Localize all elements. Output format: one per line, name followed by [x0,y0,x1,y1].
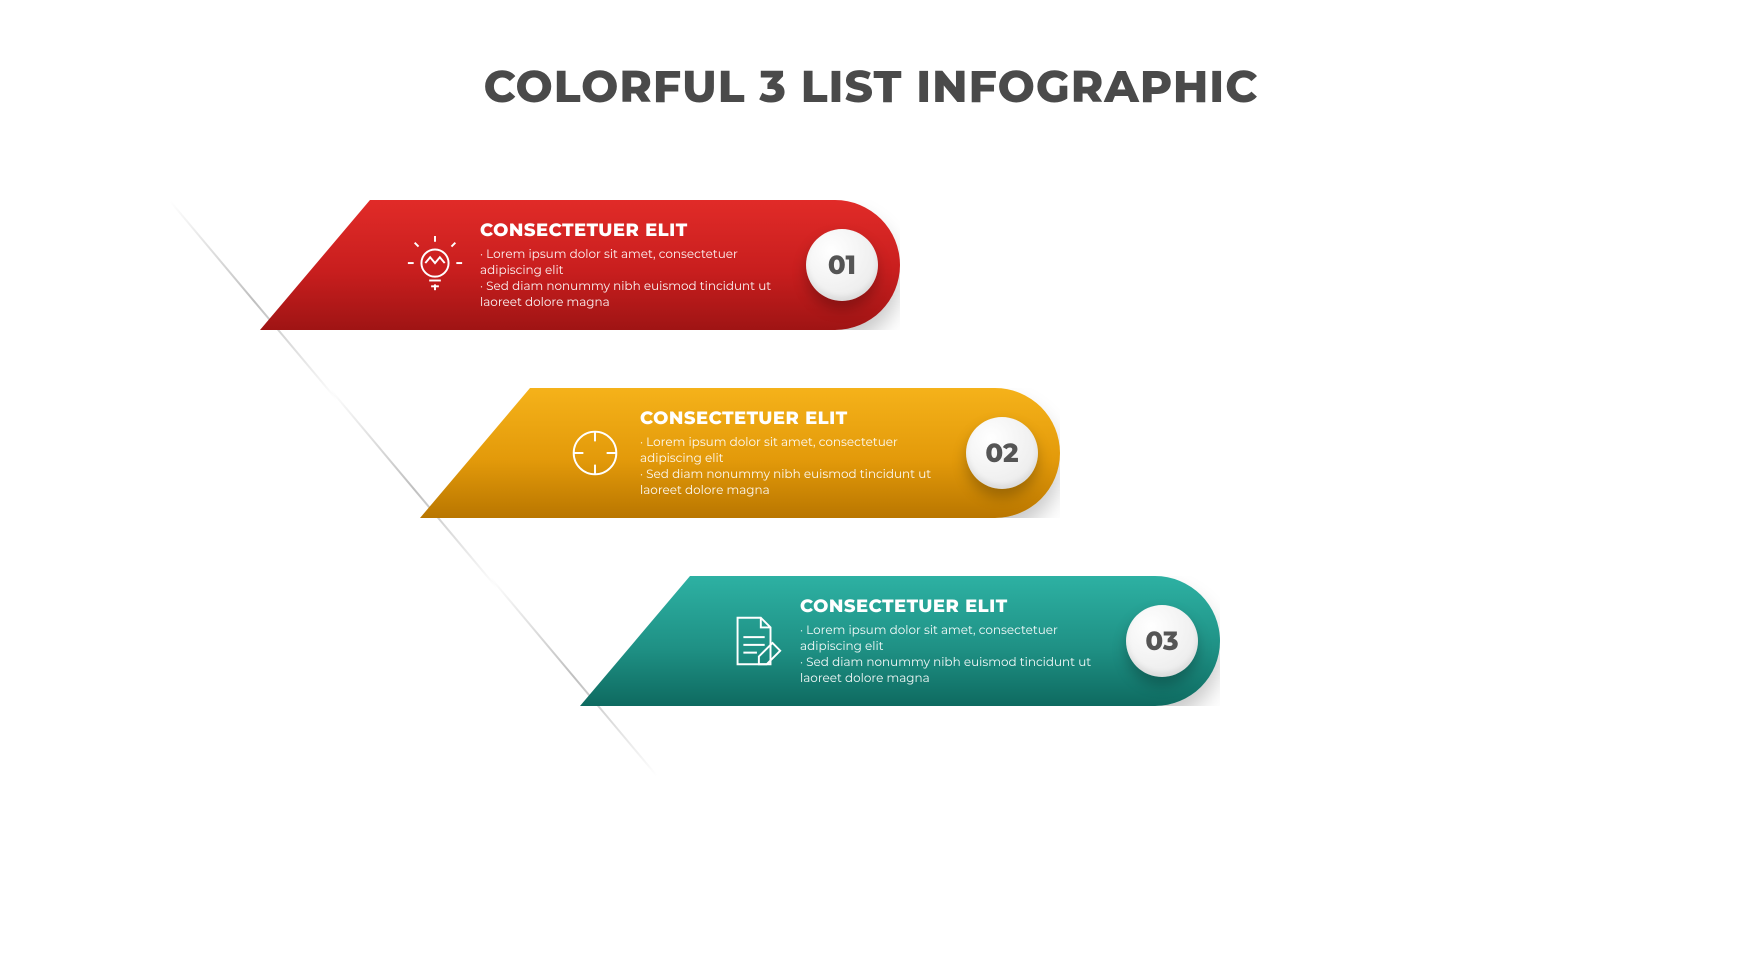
page-title: COLORFUL 3 LIST INFOGRAPHIC [0,60,1742,114]
pill: CONSECTETUER ELIT Lorem ipsum dolor sit a… [420,388,1060,518]
lightbulb-icon [390,220,480,310]
item-text: CONSECTETUER ELIT Lorem ipsum dolor sit a… [640,407,966,500]
list-item-1: CONSECTETUER ELIT Lorem ipsum dolor sit a… [260,200,900,330]
item-title: CONSECTETUER ELIT [640,407,946,429]
item-body: Lorem ipsum dolor sit amet, consectetuer… [640,435,946,500]
item-text: CONSECTETUER ELIT Lorem ipsum dolor sit a… [800,595,1126,688]
number-badge: 03 [1126,605,1198,677]
item-title: CONSECTETUER ELIT [800,595,1106,617]
item-body: Lorem ipsum dolor sit amet, consectetuer… [800,623,1106,688]
item-text: CONSECTETUER ELIT Lorem ipsum dolor sit a… [480,219,806,312]
number-badge: 02 [966,417,1038,489]
number-badge: 01 [806,229,878,301]
item-body: Lorem ipsum dolor sit amet, consectetuer… [480,247,786,312]
document-pencil-icon [710,596,800,686]
pill: CONSECTETUER ELIT Lorem ipsum dolor sit a… [260,200,900,330]
item-title: CONSECTETUER ELIT [480,219,786,241]
list-item-3: CONSECTETUER ELIT Lorem ipsum dolor sit a… [580,576,1220,706]
pill: CONSECTETUER ELIT Lorem ipsum dolor sit a… [580,576,1220,706]
target-icon [550,408,640,498]
list-item-2: CONSECTETUER ELIT Lorem ipsum dolor sit a… [420,388,1060,518]
